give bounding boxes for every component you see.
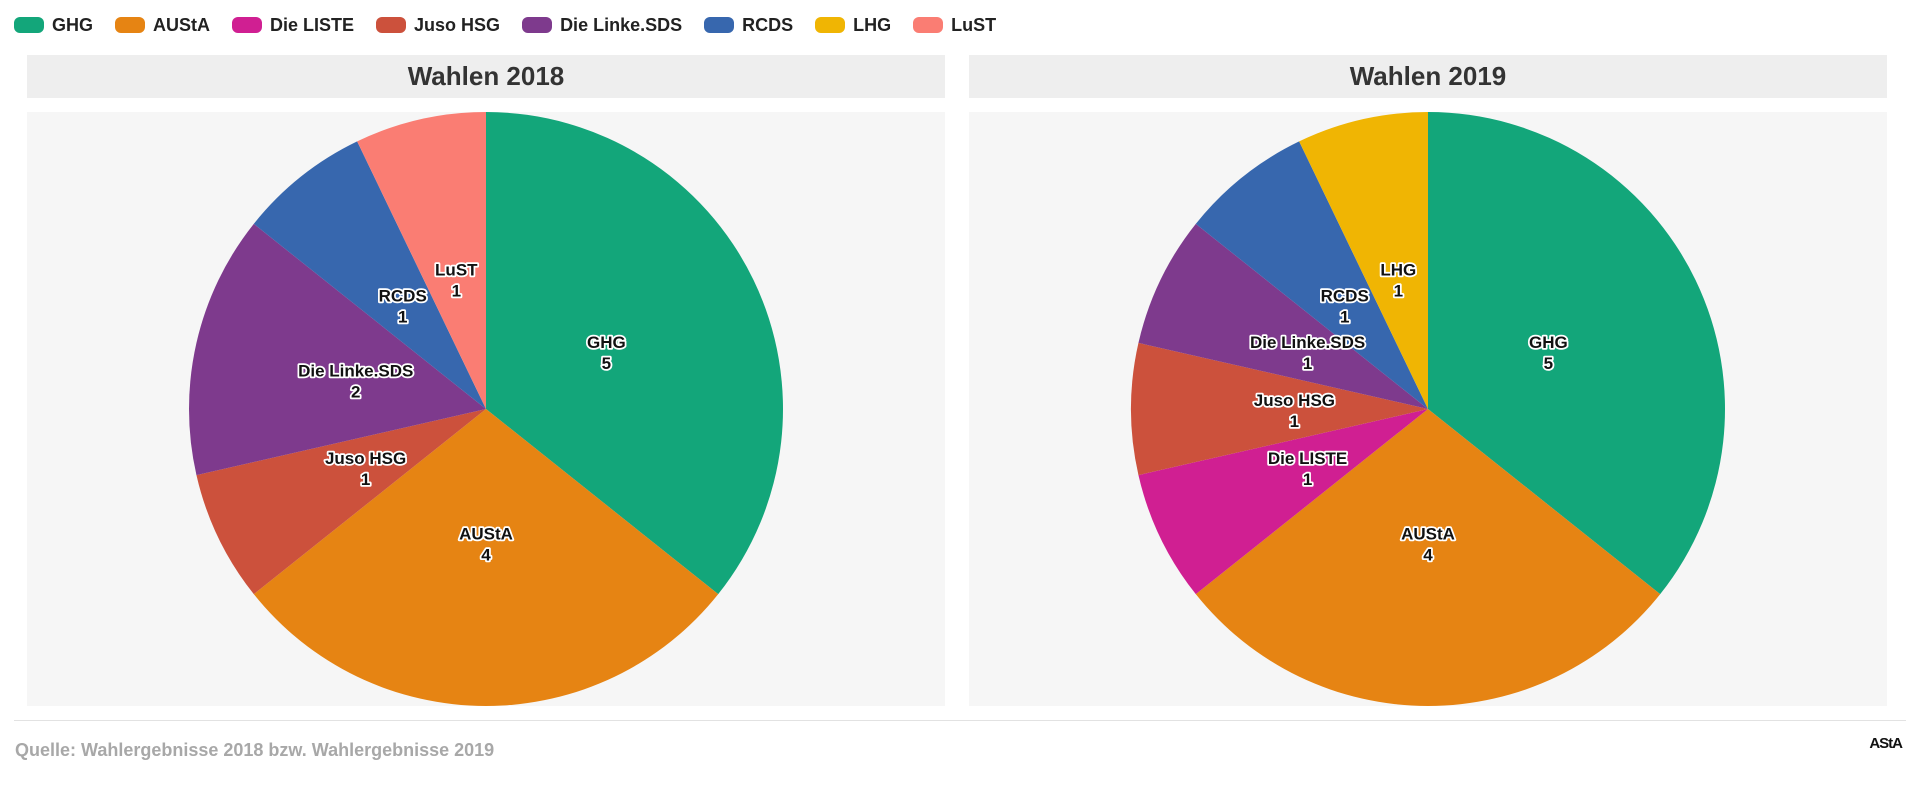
pie-slice-lhg[interactable] <box>1299 112 1428 409</box>
legend-label: GHG <box>52 14 94 35</box>
legend-label: Die LISTE <box>270 14 355 35</box>
legend-item-lhg[interactable]: LHG <box>815 15 891 36</box>
chart-title: Wahlen 2019 <box>969 55 1887 98</box>
slice-label-ghg: GHG 5 <box>587 333 626 373</box>
slice-label-die-liste: Die LISTE 1 <box>1268 449 1347 489</box>
legend-item-rcds[interactable]: RCDS <box>704 15 793 36</box>
pie-slice-rcds[interactable] <box>253 141 486 409</box>
footer-divider <box>14 720 1906 721</box>
plot-area: GHG 5 AUStA 4 Juso HSG 1 Die Linke.SDS 2 RCDS 1 Lu… <box>27 112 945 706</box>
legend-label: Die Linke.SDS <box>560 14 683 35</box>
slice-label-juso-hsg: Juso HSG 1 <box>325 449 406 489</box>
legend-item-die-liste[interactable]: Die LISTE <box>232 15 354 36</box>
pie-slice-ghg[interactable] <box>486 112 783 595</box>
slice-label-die-linke-sds: Die Linke.SDS 2 <box>298 361 413 401</box>
legend-swatch <box>232 17 263 33</box>
pie-slice-juso-hsg[interactable] <box>1131 342 1428 476</box>
legend-label: LHG <box>853 14 892 35</box>
slice-label-die-linke-sds: Die Linke.SDS 1 <box>1250 333 1365 373</box>
logo-text: AStA <box>1869 735 1903 752</box>
slice-label-lhg: LHG 1 <box>1380 261 1416 301</box>
pie-chart-2018: GHG 5 AUStA 4 Juso HSG 1 Die Linke.SDS 2 RCDS 1Lu… <box>189 112 783 706</box>
legend-item-lust[interactable]: LuST <box>913 15 996 36</box>
pie-slice-austa[interactable] <box>253 409 719 706</box>
chart-panel-2018: Wahlen 2018 GHG 5 AUStA 4 Juso HSG 1 Die Linke… <box>27 55 945 706</box>
pie-slice-austa[interactable] <box>1195 409 1661 706</box>
plot-area: GHG 5 AUStA 4 Die LISTE 1 Juso HSG 1 Die Linke.S… <box>969 112 1887 706</box>
pie-chart-2019: GHG 5 AUStA 4 Die LISTE 1 Juso HSG 1 Die Linke.S… <box>1131 112 1725 706</box>
legend-swatch <box>913 17 944 33</box>
legend-item-die-linke-sds[interactable]: Die Linke.SDS <box>522 15 682 36</box>
chart-panel-2019: Wahlen 2019 GHG 5 AUStA 4 Die LISTE 1 Juso HSG… <box>969 55 1887 706</box>
slice-label-lust: LuST 1 <box>435 261 478 301</box>
legend-label: RCDS <box>742 14 794 35</box>
chart-title: Wahlen 2018 <box>27 55 945 98</box>
logo-subtext <box>1869 752 1902 756</box>
slice-label-austa: AUStA 4 <box>459 525 513 565</box>
legend-swatch <box>14 17 44 33</box>
source-note: Quelle: Wahlergebnisse 2018 bzw. Wahlerg… <box>15 740 495 760</box>
pie-slice-ghg[interactable] <box>1428 112 1725 595</box>
legend-swatch <box>815 17 846 33</box>
pie-slice-die-linke-sds[interactable] <box>189 223 487 476</box>
legend-swatch <box>115 17 146 33</box>
pie-slice-lust[interactable] <box>357 112 486 409</box>
pie-slice-die-liste[interactable] <box>1138 409 1428 595</box>
slice-label-ghg: GHG 5 <box>1529 333 1568 373</box>
asta-logo: AStA <box>1869 735 1903 756</box>
legend-swatch <box>704 17 735 33</box>
slice-label-austa: AUStA 4 <box>1401 525 1455 565</box>
legend-label: AUStA <box>153 14 211 35</box>
legend-label: LuST <box>951 14 997 35</box>
legend-item-austa[interactable]: AUStA <box>115 15 210 36</box>
legend-label: Juso HSG <box>414 14 501 35</box>
slice-label-rcds: RCDS 1 <box>379 287 427 327</box>
slice-label-rcds: RCDS 1 <box>1321 287 1369 327</box>
legend-item-ghg[interactable]: GHG <box>14 15 93 36</box>
legend-swatch <box>522 17 553 33</box>
legend-swatch <box>376 17 407 33</box>
pie-slice-die-linke-sds[interactable] <box>1138 223 1428 409</box>
legend: GHG AUStA Die LISTE Juso HSG Die Linke.S… <box>14 12 1018 38</box>
pie-slice-rcds[interactable] <box>1195 141 1428 409</box>
slice-label-juso-hsg: Juso HSG 1 <box>1254 391 1335 431</box>
legend-item-juso-hsg[interactable]: Juso HSG <box>376 15 500 36</box>
pie-slice-juso-hsg[interactable] <box>196 409 486 595</box>
